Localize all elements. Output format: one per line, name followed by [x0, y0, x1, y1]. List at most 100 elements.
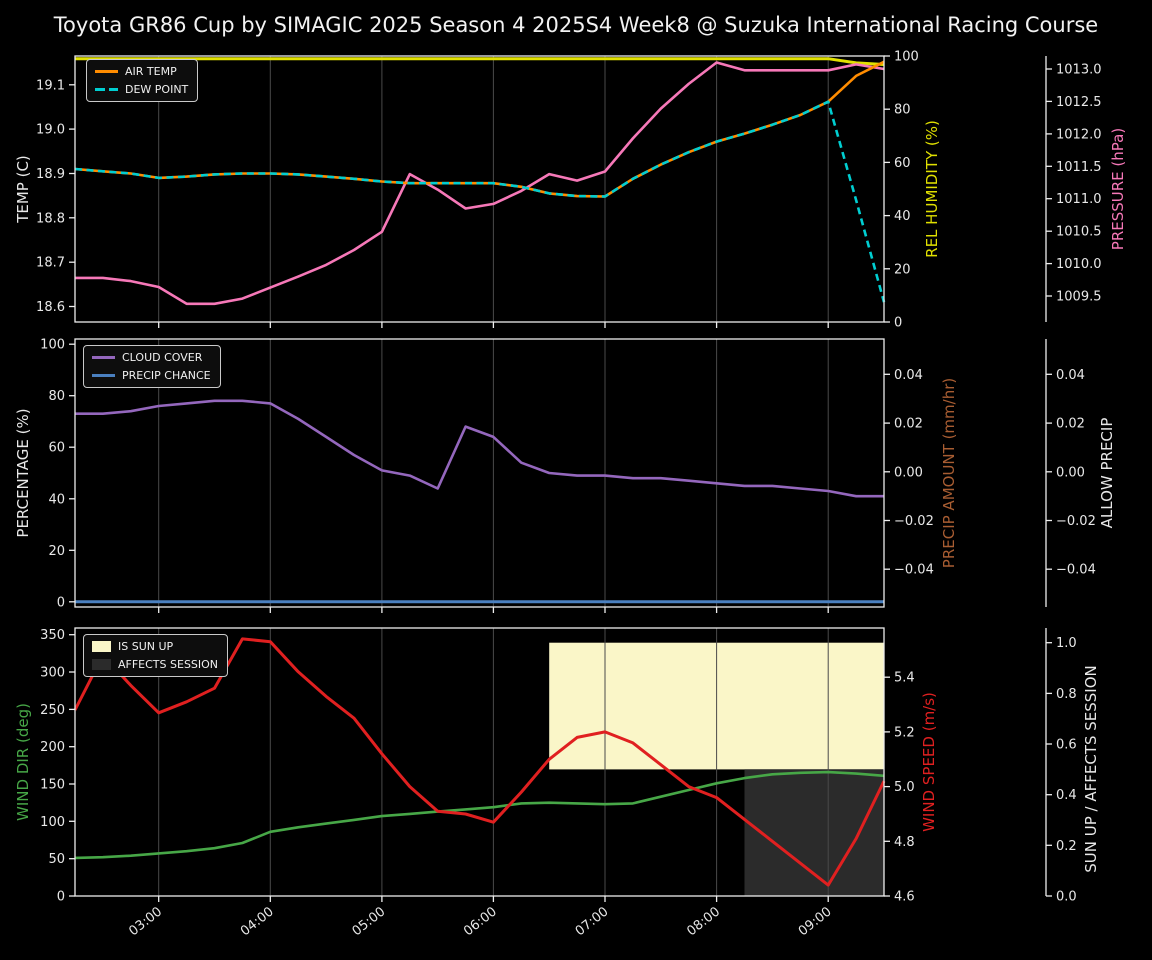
y-tick-label: 80: [894, 103, 911, 118]
legend-label: AIR TEMP: [125, 65, 177, 78]
y-tick-label: −0.02: [1056, 514, 1096, 529]
x-tick-label: 04:00: [238, 904, 277, 939]
legend-wind: IS SUN UP AFFECTS SESSION: [83, 634, 229, 677]
y-tick-label: 5.2: [894, 725, 915, 740]
y-tick-label: 40: [894, 209, 911, 224]
y-tick-label: 20: [894, 262, 911, 277]
y-tick-label: 250: [40, 703, 65, 718]
y-tick-label: 300: [40, 666, 65, 681]
axis-label-rel-humidity: REL HUMIDITY (%): [923, 120, 941, 258]
y-tick-label: 4.6: [894, 890, 915, 905]
x-tick-label: 08:00: [684, 904, 723, 939]
axis-label-allow-precip: ALLOW PRECIP: [1098, 417, 1116, 529]
axis-label-wind-speed: WIND SPEED (m/s): [920, 692, 938, 832]
y-tick-label: 0.2: [1056, 839, 1077, 854]
x-tick-label: 03:00: [126, 904, 165, 939]
figure-title: Toyota GR86 Cup by SIMAGIC 2025 Season 4…: [53, 13, 1099, 37]
y-tick-label: 1010.5: [1056, 225, 1102, 240]
legend-item-affects-session: AFFECTS SESSION: [92, 658, 218, 671]
x-tick-label: 07:00: [573, 904, 612, 939]
series-line-dew-point: [74, 100, 886, 303]
legend-label: CLOUD COVER: [122, 351, 203, 364]
series-line-rel-humidity: [75, 57, 885, 66]
axis-label-temp: TEMP (C): [14, 155, 32, 223]
y-tick-label: 0.02: [894, 417, 923, 432]
series-line-wind-dir: [74, 770, 885, 860]
y-tick-label: 18.7: [36, 256, 65, 271]
y-tick-label: 4.8: [894, 835, 915, 850]
y-tick-label: 1012.5: [1056, 95, 1102, 110]
subplot-0: 18.6 18.7 18.8 18.9 19.0 19.1 0 20 40 60 80 100 1009…: [36, 50, 1101, 331]
y-tick-label: 60: [48, 441, 65, 456]
y-tick-label: 19.0: [36, 123, 65, 138]
x-tick-label: 09:00: [796, 904, 835, 939]
y-tick-label: 19.1: [36, 78, 65, 93]
legend-item-air-temp: AIR TEMP: [95, 65, 188, 78]
y-tick-label: 1011.5: [1056, 160, 1102, 175]
y-tick-label: −0.04: [1056, 563, 1096, 578]
y-tick-label: 1012.0: [1056, 127, 1102, 142]
y-tick-label: 1.0: [1056, 636, 1077, 651]
subplot-2: 0 50 100 150 200 250 300 350 4.6 4.8 5.0 5.2 5.4 0.0 0…: [40, 627, 1077, 905]
y-tick-label: 0.04: [894, 368, 923, 383]
air-temp-line-swatch: [95, 70, 118, 73]
y-tick-label: 1010.0: [1056, 257, 1102, 272]
y-tick-label: 50: [48, 852, 65, 867]
y-tick-label: 18.8: [36, 211, 65, 226]
axis-label-pressure: PRESSURE (hPa): [1109, 127, 1127, 251]
legend-item-cloud-cover: CLOUD COVER: [92, 351, 211, 364]
y-tick-label: 200: [40, 740, 65, 755]
y-tick-label: 0.0: [1056, 890, 1077, 905]
y-tick-label: 0.04: [1056, 368, 1085, 383]
y-tick-label: 0.4: [1056, 788, 1077, 803]
series-line-pressure: [75, 61, 885, 306]
legend-temp: AIR TEMP DEW POINT: [86, 59, 199, 102]
y-tick-label: 20: [48, 544, 65, 559]
axis-label-sun-up: SUN UP / AFFECTS SESSION: [1082, 665, 1100, 873]
y-tick-label: 150: [40, 778, 65, 793]
cloud-cover-line-swatch: [92, 356, 115, 359]
y-tick-label: 100: [894, 50, 919, 65]
fill-region-affects-session: [744, 769, 884, 896]
legend-percentage: CLOUD COVER PRECIP CHANCE: [83, 345, 221, 388]
legend-item-is-sun-up: IS SUN UP: [92, 640, 218, 653]
y-tick-label: 0: [57, 890, 65, 905]
legend-item-dew-point: DEW POINT: [95, 83, 188, 96]
y-tick-label: 60: [894, 156, 911, 171]
x-tick-label: 06:00: [461, 904, 500, 939]
y-tick-label: 350: [40, 628, 65, 643]
y-tick-label: 18.6: [36, 300, 65, 315]
y-tick-label: 0: [57, 595, 65, 610]
y-tick-label: 1013.0: [1056, 63, 1102, 78]
y-tick-label: 0.00: [1056, 465, 1085, 480]
y-tick-label: 1009.5: [1056, 290, 1102, 305]
legend-item-precip-chance: PRECIP CHANCE: [92, 369, 211, 382]
sun-up-patch-swatch: [92, 641, 111, 652]
y-tick-label: 0.6: [1056, 738, 1077, 753]
legend-label: IS SUN UP: [118, 640, 174, 653]
y-tick-label: 40: [48, 492, 65, 507]
y-tick-label: 0: [894, 316, 902, 331]
legend-label: AFFECTS SESSION: [118, 658, 219, 671]
legend-label: DEW POINT: [125, 83, 189, 96]
y-tick-label: 5.4: [894, 671, 915, 686]
y-tick-label: 18.9: [36, 167, 65, 182]
axis-label-wind-dir: WIND DIR (deg): [14, 703, 32, 821]
plot-border: [74, 627, 885, 897]
axis-label-precip-amount: PRECIP AMOUNT (mm/hr): [940, 377, 958, 569]
dew-point-dash-swatch: [95, 88, 118, 91]
y-tick-label: 1011.0: [1056, 192, 1102, 207]
y-tick-label: 0.8: [1056, 687, 1077, 702]
y-tick-label: −0.02: [894, 514, 934, 529]
series-line-cloud-cover: [75, 399, 884, 498]
legend-label: PRECIP CHANCE: [122, 369, 211, 382]
y-tick-label: 100: [40, 815, 65, 830]
axis-label-percentage: PERCENTAGE (%): [14, 408, 32, 538]
y-tick-label: 0.00: [894, 465, 923, 480]
series-line-wind-speed: [73, 637, 886, 887]
y-tick-label: 5.0: [894, 780, 915, 795]
y-tick-label: 80: [48, 389, 65, 404]
plot-border: [74, 55, 885, 323]
